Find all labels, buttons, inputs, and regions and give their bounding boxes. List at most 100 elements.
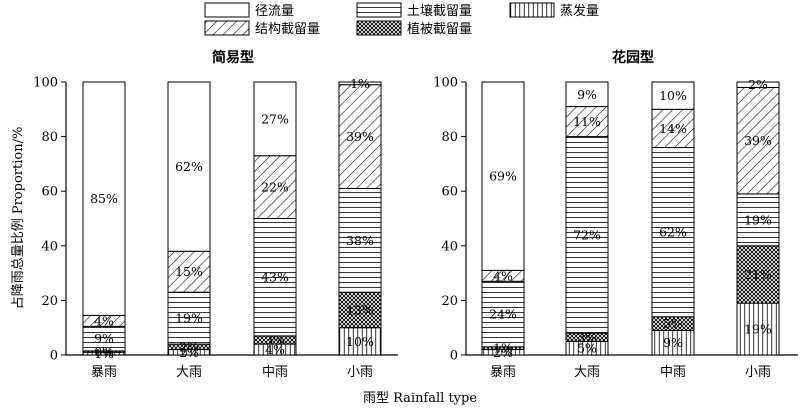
bar-segment-struct [651,108,695,149]
data-label-evap: 2% [493,345,513,360]
y-tick-label: 0 [450,349,458,364]
panel-2: 花园型0204060801002%1%24%4%69%暴雨5%3%72%11%9… [433,49,798,380]
bar-segment-runoff [736,81,780,88]
bar-segment-evap [651,329,695,356]
data-label-veg: 2% [179,339,199,354]
data-label-runoff: 10% [659,88,687,103]
x-axis-label: 雨型 Rainfall type [363,391,477,406]
panel-1: 简易型0204060801001%0%9%4%85%暴雨2%2%19%15%62… [33,49,398,380]
data-label-soil: 62% [659,225,687,240]
y-tick-label: 40 [41,239,58,254]
chart-panels: 简易型0204060801001%0%9%4%85%暴雨2%2%19%15%62… [33,49,798,380]
legend-label-evap: 蒸发量 [560,3,599,19]
bar-segment-soil [253,218,297,337]
x-tick-label: 小雨 [347,365,373,380]
data-label-veg: 3% [265,332,285,347]
bar-segment-soil [736,193,780,247]
data-label-evap: 4% [265,342,285,357]
y-tick-label: 20 [441,294,458,309]
bar-segment-struct [338,84,382,189]
legend-label-struct: 结构截留量 [255,22,320,37]
data-label-struct: 11% [573,114,601,129]
legend-swatch-veg [356,20,402,36]
y-tick-label: 100 [433,76,458,91]
x-tick-label: 中雨 [660,365,686,380]
data-label-runoff: 69% [489,169,517,184]
x-tick-label: 大雨 [574,365,600,380]
bar-2: 2%2% 19% 15% 62% [167,81,211,360]
data-label-soil: 24% [489,307,517,322]
y-tick-label: 20 [41,294,58,309]
bar-segment-runoff [651,81,695,110]
data-label-veg: 5% [663,316,683,331]
bar-segment-soil [338,187,382,293]
legend-swatch-runoff [204,2,250,18]
data-label-veg: 21% [744,267,772,282]
legend-label-runoff: 径流量 [255,4,294,19]
legend-swatch-struct [204,20,250,36]
legend-label-veg: 植被截留量 [407,22,472,37]
legend-item-soil: 土壤截留量 [356,2,472,19]
y-tick-label: 80 [41,130,58,145]
bar-segment-runoff [253,81,297,157]
bar-segment-struct [253,155,297,220]
x-tick-label: 大雨 [176,365,202,380]
y-tick-label: 60 [41,185,58,200]
bar-2: 5%3% 72% 11% 9% [565,81,609,356]
data-label-struct: 14% [659,121,687,136]
data-label-soil: 9% [94,331,114,346]
data-label-veg: 3% [577,330,597,345]
panel-title: 花园型 [612,49,654,66]
bar-segment-soil [565,136,609,334]
bar-3: 4%3% 43% 22% 27% [253,81,297,357]
data-label-soil: 43% [261,270,289,285]
data-label-evap: 19% [744,322,772,337]
bar-segment-soil [651,147,695,318]
legend-item-veg: 植被截留量 [356,20,472,37]
y-axis-label: 占降雨总量比例 Proportion/% [11,127,26,310]
bar-segment-runoff [481,81,525,271]
data-label-struct: 4% [493,268,513,283]
y-tick-label: 100 [33,76,58,91]
data-label-struct: 15% [175,264,203,279]
bar-segment-runoff [167,81,211,252]
data-label-veg: 0% [94,344,114,359]
data-label-soil: 72% [573,227,601,242]
bar-1: 2%1% 24% 4% 69% [481,81,525,360]
bar-segment-soil [82,325,126,352]
x-tick-label: 小雨 [745,365,771,380]
data-label-evap: 9% [663,335,683,350]
bar-segment-runoff [338,81,382,86]
legend-item-evap: 蒸发量 [509,2,599,19]
data-label-evap: 1% [94,346,114,361]
y-tick-label: 0 [50,349,58,364]
data-label-soil: 19% [175,311,203,326]
x-tick-label: 暴雨 [490,365,516,380]
data-label-runoff: 85% [90,191,118,206]
data-label-evap: 10% [346,334,374,349]
data-label-struct: 4% [94,313,114,328]
data-label-struct: 22% [261,180,289,195]
data-label-veg: 1% [493,341,513,356]
data-label-struct: 39% [744,133,772,148]
bar-1: 1%0%9% 4% 85% [82,81,126,361]
x-tick-label: 暴雨 [91,365,117,380]
data-label-evap: 5% [577,341,597,356]
panel-title: 简易型 [212,49,254,66]
bar-segment-runoff [565,81,609,108]
data-label-struct: 39% [346,129,374,144]
bar-3: 9% 5% 62% 14% 10% [651,81,695,356]
legend-swatch-evap [509,2,555,18]
legend-swatch-soil [356,2,402,18]
data-label-veg: 13% [346,302,374,317]
bar-4: 10% 13% 38% 39% 1% [338,76,382,356]
data-label-soil: 19% [744,212,772,227]
data-label-evap: 2% [179,345,199,360]
x-tick-label: 中雨 [262,365,288,380]
data-label-runoff: 1% [350,76,370,91]
legend-label-soil: 土壤截留量 [407,3,472,19]
data-label-runoff: 2% [748,77,768,92]
bar-segment-runoff [82,81,126,316]
bar-segment-veg [338,291,382,329]
